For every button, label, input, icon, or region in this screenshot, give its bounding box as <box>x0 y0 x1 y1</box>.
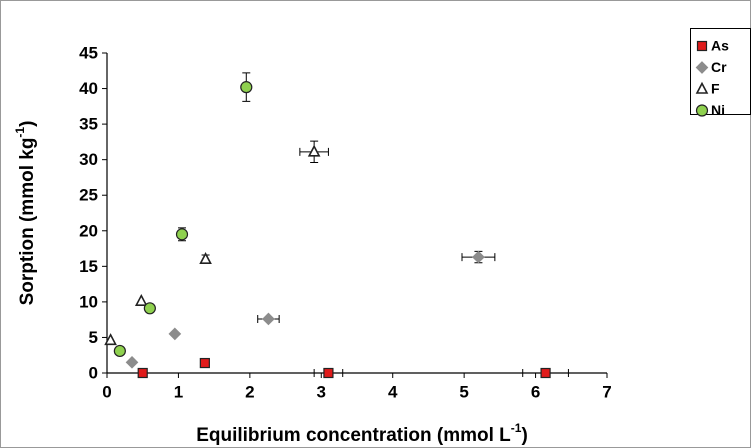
point <box>307 144 321 157</box>
point <box>175 228 189 241</box>
y-axis-title-part: Sorption (mmol kg <box>17 138 38 306</box>
y-axis-title-part: -1 <box>13 127 27 138</box>
point <box>199 357 210 369</box>
y-axis-title-part: ) <box>17 121 38 127</box>
legend-label: Cr <box>711 59 727 75</box>
x-tick-label: 2 <box>245 382 254 401</box>
y-tick-label: 10 <box>79 292 98 311</box>
y-axis-title: Sorption (mmol kg-1) <box>13 121 38 306</box>
point <box>134 293 148 306</box>
x-tick-label: 7 <box>602 382 611 401</box>
x-tick-label: 3 <box>317 382 326 401</box>
x-axis-title-part: Equilibrium concentration (mmol L <box>196 425 511 446</box>
point <box>113 344 126 358</box>
point <box>168 327 182 341</box>
legend-marker <box>696 40 708 52</box>
x-axis-title-part: -1 <box>511 421 522 435</box>
point <box>199 252 212 265</box>
y-tick-label: 35 <box>79 115 98 134</box>
y-tick-label: 45 <box>79 43 98 62</box>
y-tick-label: 0 <box>89 363 98 382</box>
y-tick-label: 30 <box>79 150 98 169</box>
x-tick-label: 5 <box>459 382 468 401</box>
point <box>143 302 156 315</box>
point <box>472 250 485 264</box>
y-tick-label: 15 <box>79 257 98 276</box>
x-tick-label: 0 <box>102 382 111 401</box>
x-tick-label: 1 <box>174 382 183 401</box>
point <box>137 367 148 379</box>
point <box>540 367 551 379</box>
point <box>262 312 275 326</box>
x-axis-title: Equilibrium concentration (mmol L-1) <box>196 421 528 446</box>
legend-label: F <box>711 81 720 97</box>
legend-label: Ni <box>711 102 725 118</box>
point <box>323 367 334 379</box>
legend-label: As <box>711 38 729 54</box>
y-tick-label: 25 <box>79 186 98 205</box>
legend-marker <box>695 81 709 94</box>
point <box>104 333 117 346</box>
x-tick-label: 4 <box>388 382 398 401</box>
y-tick-label: 5 <box>89 328 98 347</box>
point <box>125 355 139 369</box>
x-tick-label: 6 <box>531 382 540 401</box>
y-tick-label: 40 <box>79 79 98 98</box>
legend-marker <box>695 104 709 117</box>
x-axis-title-part: ) <box>521 425 527 446</box>
point <box>240 81 253 94</box>
y-tick-label: 20 <box>79 221 98 240</box>
legend-marker <box>695 61 709 74</box>
